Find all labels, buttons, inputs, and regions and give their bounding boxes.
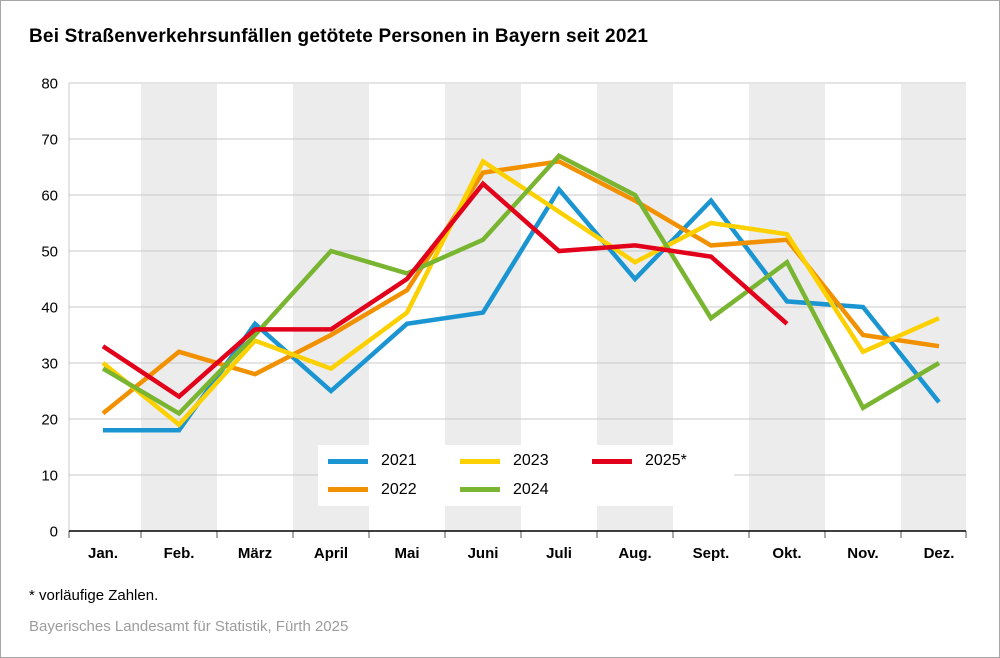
legend-swatch	[460, 487, 500, 493]
x-tick-label: Juli	[546, 545, 572, 562]
x-axis-ticks	[68, 531, 967, 538]
legend-label: 2024	[513, 480, 549, 498]
source-credit: Bayerisches Landesamt für Statistik, Für…	[29, 618, 349, 635]
legend-swatch	[592, 458, 632, 464]
series-line-2025	[101, 180, 789, 400]
series-line-2023	[101, 158, 940, 428]
legend-item-2024: 2024	[460, 480, 592, 498]
legend-swatch	[328, 487, 368, 493]
x-tick-label: Jan.	[88, 545, 118, 562]
series-line-2024	[101, 153, 941, 417]
legend-item-2025: 2025*	[592, 453, 724, 469]
y-tick-label: 50	[41, 244, 58, 261]
x-tick-label: Sept.	[693, 545, 730, 562]
y-tick-label: 40	[41, 300, 58, 317]
legend-item-2021: 2021	[328, 453, 460, 469]
legend-item-2022: 2022	[328, 480, 460, 498]
x-tick-label: Okt.	[772, 545, 801, 562]
y-tick-label: 0	[50, 524, 58, 541]
x-tick-label: April	[314, 545, 348, 562]
y-tick-label: 80	[41, 76, 58, 93]
legend: 2021 2022 2023 2024 2025*	[318, 445, 734, 506]
legend-label: 2023	[513, 452, 549, 470]
chart-title: Bei Straßenverkehrsunfällen getötete Per…	[29, 26, 649, 47]
y-tick-label: 20	[41, 412, 58, 429]
x-tick-label: Feb.	[164, 545, 195, 562]
legend-label: 2025*	[645, 452, 687, 470]
x-tick-label: Nov.	[847, 545, 878, 562]
legend-label: 2022	[381, 480, 417, 498]
y-tick-label: 30	[41, 356, 58, 373]
legend-swatch	[328, 458, 368, 464]
footnote: * vorläufige Zahlen.	[29, 587, 159, 604]
x-axis-labels: Jan. Feb. März April Mai Juni Juli Aug. Sept. Okt…	[88, 545, 954, 562]
legend-swatch	[460, 458, 500, 464]
x-tick-label: Mai	[394, 545, 419, 562]
x-tick-label: Juni	[468, 545, 499, 562]
x-tick-label: März	[238, 545, 272, 562]
y-tick-label: 70	[41, 132, 58, 149]
legend-item-2023: 2023	[460, 453, 592, 469]
legend-label: 2021	[381, 452, 417, 470]
x-tick-label: Aug.	[618, 545, 651, 562]
x-tick-label: Dez.	[924, 545, 955, 562]
y-tick-label: 60	[41, 188, 58, 205]
y-axis-labels: 0 10 20 30 40 50 60 70 80	[41, 76, 58, 541]
y-tick-label: 10	[41, 468, 58, 485]
